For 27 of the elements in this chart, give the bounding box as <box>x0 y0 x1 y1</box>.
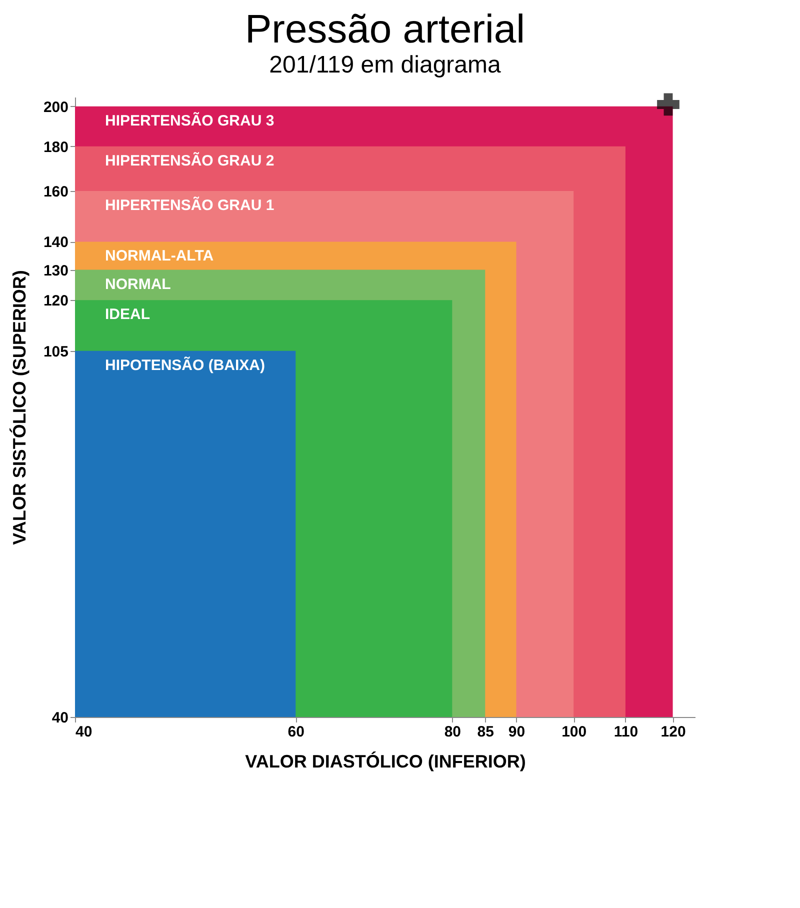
x-tick-label: 120 <box>660 724 686 740</box>
chart-subtitle: 201/119 em diagrama <box>269 51 502 78</box>
series-label: IDEAL <box>105 306 150 324</box>
y-axis-title: VALOR SISTÓLICO (SUPERIOR) <box>9 270 30 545</box>
x-tick-label: 85 <box>477 724 494 740</box>
x-tick-label: 40 <box>76 724 92 740</box>
y-tick-label: 200 <box>43 98 68 116</box>
x-tick-label: 90 <box>508 724 526 740</box>
series-label: HIPOTENSÃO (BAIXA) <box>105 356 266 374</box>
x-tick-label: 80 <box>444 724 462 740</box>
y-tick-label: 105 <box>43 343 68 360</box>
series-label: NORMAL <box>105 276 171 293</box>
y-tick-label: 130 <box>43 262 68 280</box>
series-label: HIPERTENSÃO GRAU 3 <box>105 111 274 130</box>
series-label: NORMAL-ALTA <box>105 248 214 265</box>
y-tick-label: 160 <box>43 184 68 201</box>
series-label: HIPERTENSÃO GRAU 1 <box>105 196 274 214</box>
y-tick-label: 180 <box>43 138 68 156</box>
x-tick-label: 60 <box>288 724 304 740</box>
y-tick-label: 120 <box>43 292 68 310</box>
y-tick-label: 40 <box>52 710 68 726</box>
chart-title: Pressão arterial <box>244 7 526 52</box>
x-tick-label: 110 <box>614 724 638 740</box>
x-tick-label: 100 <box>562 724 587 740</box>
y-tick-label: 140 <box>43 234 68 252</box>
x-axis-title: VALOR DIASTÓLICO (INFERIOR) <box>245 752 526 772</box>
series-label: HIPERTENSÃO GRAU 2 <box>105 151 274 170</box>
